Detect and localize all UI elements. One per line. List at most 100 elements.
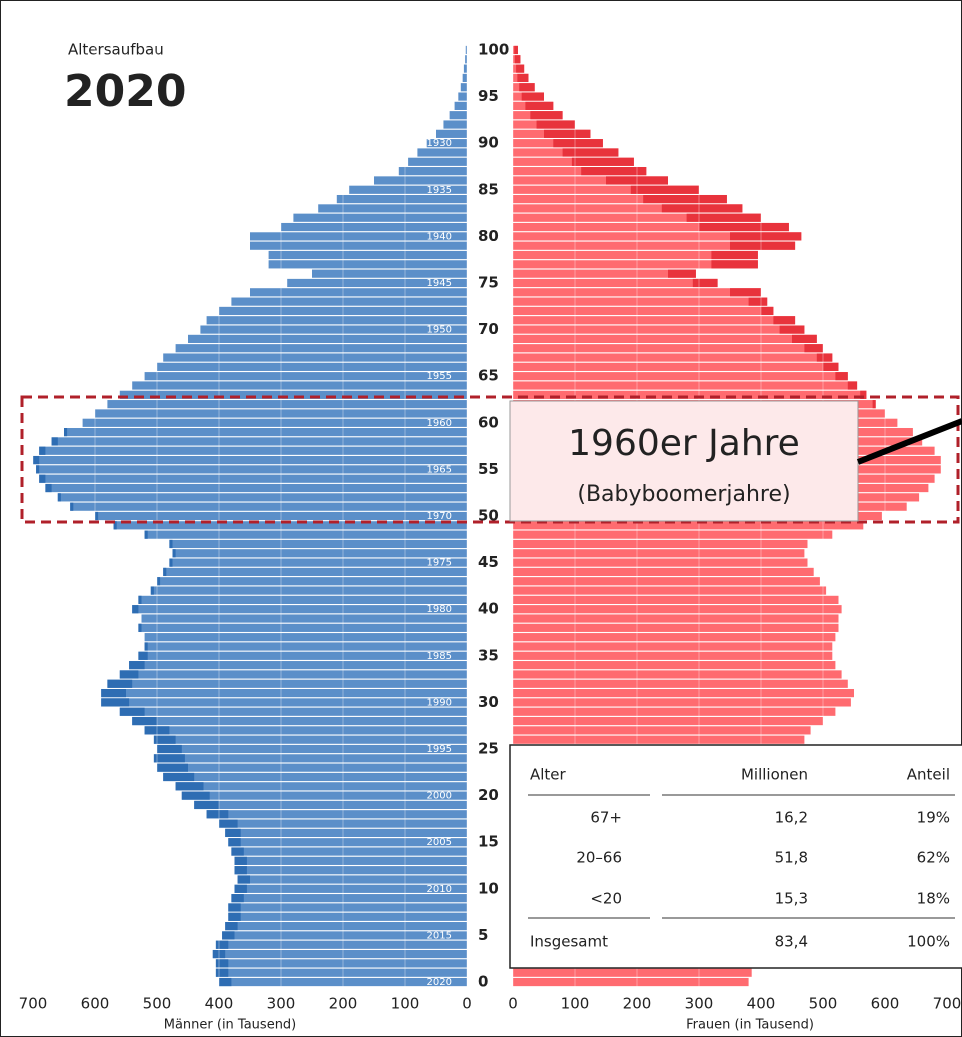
male-bar: [153, 754, 467, 763]
male-surplus: [138, 595, 142, 604]
male-surplus: [237, 875, 250, 884]
x-tick-label: 100: [391, 995, 420, 1013]
male-surplus: [101, 698, 130, 707]
x-tick-label: 500: [143, 995, 172, 1013]
male-bar: [234, 856, 467, 865]
male-bar: [281, 222, 467, 232]
male-surplus: [231, 894, 244, 903]
male-bar: [157, 577, 467, 586]
male-surplus: [163, 567, 167, 577]
male-bar: [150, 586, 468, 595]
female-bar: [513, 670, 842, 679]
male-bar: [132, 716, 467, 726]
female-bar: [513, 567, 814, 577]
birth-year-label: 1955: [427, 371, 452, 382]
male-bar: [157, 362, 467, 371]
male-bar: [169, 558, 467, 567]
female-surplus: [823, 362, 839, 371]
male-bar: [138, 651, 467, 660]
male-surplus: [107, 679, 133, 688]
female-surplus: [606, 176, 668, 185]
table-cell: <20: [590, 890, 622, 908]
male-surplus: [95, 511, 99, 521]
male-bar: [268, 250, 467, 260]
annotation-title: 1960er Jahre: [568, 423, 800, 464]
male-bar: [172, 549, 467, 558]
female-bar: [513, 530, 833, 539]
male-surplus: [228, 903, 241, 912]
x-tick-label: 300: [267, 995, 296, 1013]
male-bar: [64, 428, 467, 437]
female-bar: [513, 316, 796, 325]
female-bar: [513, 334, 817, 344]
male-bar: [175, 344, 467, 353]
male-surplus: [132, 605, 139, 614]
female-surplus: [553, 139, 603, 148]
male-surplus: [194, 800, 219, 810]
male-surplus: [101, 688, 126, 698]
x-tick-label: 600: [81, 995, 110, 1013]
female-surplus: [514, 45, 518, 55]
male-surplus: [129, 661, 145, 670]
male-bar: [51, 437, 467, 446]
male-bar: [200, 325, 467, 334]
chart-subtitle: Altersaufbau: [68, 41, 164, 59]
male-surplus: [113, 521, 117, 530]
female-surplus: [847, 381, 858, 390]
male-bar: [312, 269, 467, 278]
male-bar: [141, 614, 467, 623]
female-bar: [513, 176, 668, 185]
y-tick-label: 100: [478, 40, 509, 58]
male-surplus: [219, 977, 232, 987]
male-bar: [443, 120, 467, 129]
table-cell: 16,2: [775, 809, 808, 827]
male-surplus: [132, 716, 157, 726]
female-surplus: [581, 167, 647, 176]
y-tick-label: 95: [478, 87, 499, 105]
female-bar: [513, 362, 839, 371]
female-bar: [513, 539, 808, 549]
male-bar: [293, 213, 467, 222]
male-bar: [194, 800, 467, 810]
y-tick-label: 0: [478, 973, 488, 991]
x-tick-label: 300: [685, 995, 714, 1013]
female-bar: [513, 633, 836, 642]
male-surplus: [169, 558, 173, 567]
y-tick-label: 20: [478, 786, 499, 804]
male-bar: [144, 633, 467, 642]
birth-year-label: 2010: [427, 884, 452, 895]
y-tick-label: 55: [478, 460, 499, 478]
birth-year-label: 1950: [427, 325, 452, 336]
female-bar: [513, 661, 836, 670]
male-bar: [169, 539, 467, 549]
male-surplus: [144, 726, 170, 735]
female-surplus: [711, 260, 758, 269]
male-bar: [144, 530, 467, 539]
birth-year-label: 1945: [427, 278, 452, 289]
male-bar: [163, 772, 467, 782]
male-bar: [219, 977, 467, 987]
x-tick-label: 400: [747, 995, 776, 1013]
male-bar: [225, 922, 467, 931]
female-bar: [513, 735, 805, 744]
male-bar: [157, 744, 467, 754]
female-bar: [513, 623, 839, 632]
female-bar: [513, 194, 727, 204]
male-bar: [225, 828, 467, 838]
male-bar: [206, 316, 467, 325]
male-surplus: [219, 819, 238, 828]
male-bar: [449, 111, 467, 120]
female-bar: [513, 167, 647, 176]
female-bar: [513, 372, 848, 381]
x-tick-label: 0: [462, 995, 472, 1013]
male-bar: [454, 101, 467, 110]
male-bar: [215, 959, 467, 968]
y-tick-label: 45: [478, 553, 499, 571]
female-bar: [513, 558, 808, 567]
x-tick-label: 500: [809, 995, 838, 1013]
male-surplus: [57, 493, 61, 502]
chart-title: 2020: [64, 66, 186, 117]
male-bar: [336, 194, 467, 204]
female-surplus: [711, 250, 758, 260]
x-tick-label: 700: [933, 995, 962, 1013]
